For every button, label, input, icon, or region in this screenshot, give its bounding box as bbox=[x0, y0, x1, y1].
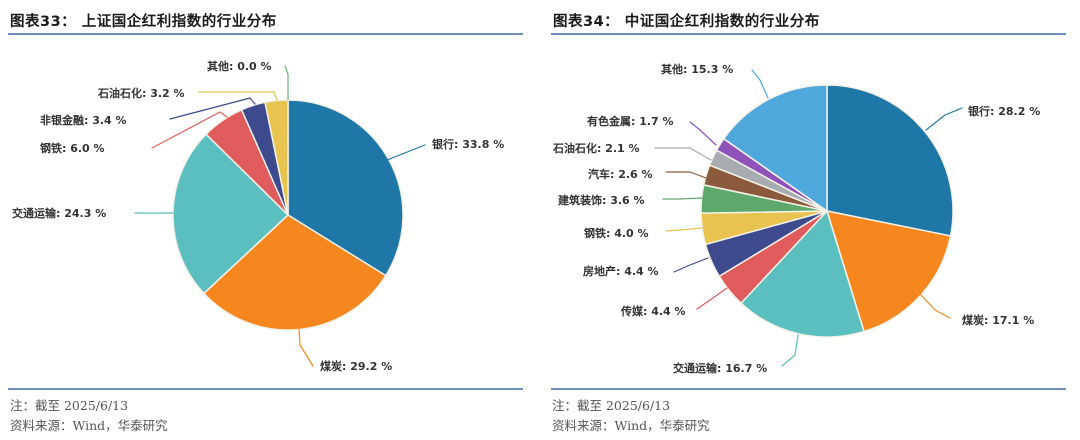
slice-label: 汽车: 2.6 % bbox=[588, 167, 653, 181]
slice-label: 其他: 15.3 % bbox=[661, 62, 733, 76]
slice-label: 石油石化: 3.2 % bbox=[97, 86, 185, 100]
pie-chart-sse: 银行: 33.8 % 煤炭: 29.2 % 交通运输: 24.3 % 钢铁: 6.0 … bbox=[12, 59, 504, 373]
leader-line bbox=[696, 287, 728, 310]
chart-title: 图表34： 中证国企红利指数的行业分布 bbox=[553, 14, 820, 30]
pie-slice bbox=[722, 84, 828, 213]
pie-slices bbox=[172, 99, 404, 331]
leader-line bbox=[689, 121, 717, 146]
leader-line bbox=[198, 91, 278, 101]
leader-line bbox=[665, 227, 703, 232]
pie-slices bbox=[700, 84, 954, 338]
leader-line bbox=[654, 147, 712, 161]
leader-line bbox=[919, 293, 951, 319]
pie-labels: 银行: 28.2 % 煤炭: 17.1 % 交通运输: 16.7 % 传媒: 4.4 … bbox=[552, 62, 1040, 375]
leader-line bbox=[781, 334, 799, 367]
pie-slice bbox=[825, 210, 952, 333]
leader-line bbox=[751, 69, 769, 99]
slice-label: 传媒: 4.4 % bbox=[620, 304, 686, 318]
pie-chart-csi: 银行: 28.2 % 煤炭: 17.1 % 交通运输: 16.7 % 传媒: 4.4 … bbox=[552, 62, 1040, 375]
slice-label: 交通运输: 24.3 % bbox=[12, 206, 106, 220]
chart-panel-sse: 图表33： 上证国企红利指数的行业分布 银行: 33.8 % 煤炭: 29.2 %… bbox=[8, 14, 523, 433]
chart-note: 注：截至 2025/6/13 bbox=[552, 398, 671, 413]
chart-source: 资料来源：Wind，华泰研究 bbox=[10, 418, 168, 433]
leader-line bbox=[169, 97, 256, 120]
title-divider bbox=[8, 33, 523, 35]
leader-line bbox=[673, 257, 709, 273]
slice-label: 交通运输: 16.7 % bbox=[673, 361, 767, 375]
leader-line bbox=[284, 65, 289, 101]
chart-panel-csi: 图表34： 中证国企红利指数的行业分布 银行: 28.2 % 煤炭: 17.1 %… bbox=[540, 0, 1080, 440]
slice-label: 银行: 33.8 % bbox=[432, 137, 504, 151]
slice-label: 有色金属: 1.7 % bbox=[587, 114, 674, 128]
leader-line bbox=[298, 328, 314, 367]
pie-slice bbox=[826, 84, 954, 237]
leader-line bbox=[665, 171, 707, 179]
slice-label: 其他: 0.0 % bbox=[207, 59, 272, 73]
footer-divider bbox=[551, 388, 1066, 390]
slice-label: 房地产: 4.4 % bbox=[583, 264, 659, 278]
slice-label: 钢铁: 4.0 % bbox=[584, 226, 649, 240]
slice-label: 煤炭: 29.2 % bbox=[320, 359, 392, 373]
chart-source: 资料来源：Wind，华泰研究 bbox=[552, 418, 710, 433]
pie-slice bbox=[740, 209, 865, 338]
chart-title: 图表33： 上证国企红利指数的行业分布 bbox=[10, 14, 277, 30]
footer-divider bbox=[8, 388, 523, 390]
pie-labels: 银行: 33.8 % 煤炭: 29.2 % 交通运输: 24.3 % 钢铁: 6.0 … bbox=[12, 59, 504, 373]
slice-label: 钢铁: 6.0 % bbox=[40, 141, 105, 155]
leader-line bbox=[370, 144, 426, 168]
slice-label: 石油石化: 2.1 % bbox=[552, 141, 640, 155]
slice-label: 煤炭: 17.1 % bbox=[962, 313, 1034, 327]
leader-line bbox=[151, 111, 228, 149]
title-divider bbox=[551, 33, 1066, 35]
leader-line bbox=[662, 197, 703, 200]
leader-line bbox=[925, 107, 963, 131]
slice-label: 建筑装饰: 3.6 % bbox=[558, 193, 645, 207]
chart-note: 注：截至 2025/6/13 bbox=[10, 398, 129, 413]
slice-label: 非银金融: 3.4 % bbox=[40, 113, 127, 127]
slice-label: 银行: 28.2 % bbox=[968, 104, 1040, 118]
